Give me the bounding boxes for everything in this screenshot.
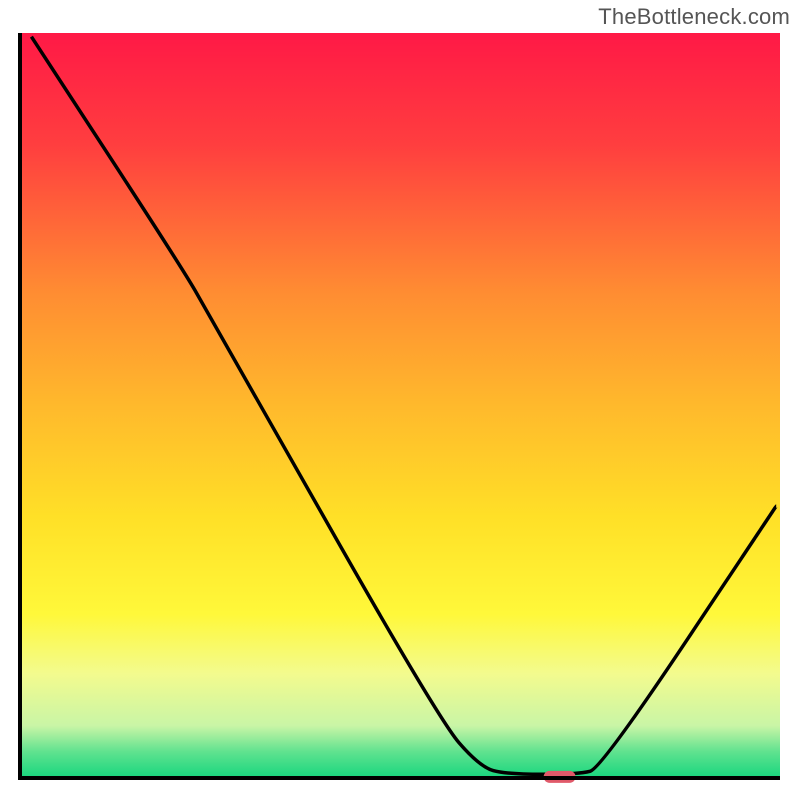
watermark-text: TheBottleneck.com	[598, 4, 790, 30]
plot-area	[20, 33, 780, 783]
chart-canvas: TheBottleneck.com	[0, 0, 800, 800]
bottleneck-chart	[0, 0, 800, 800]
gradient-background	[20, 33, 780, 778]
